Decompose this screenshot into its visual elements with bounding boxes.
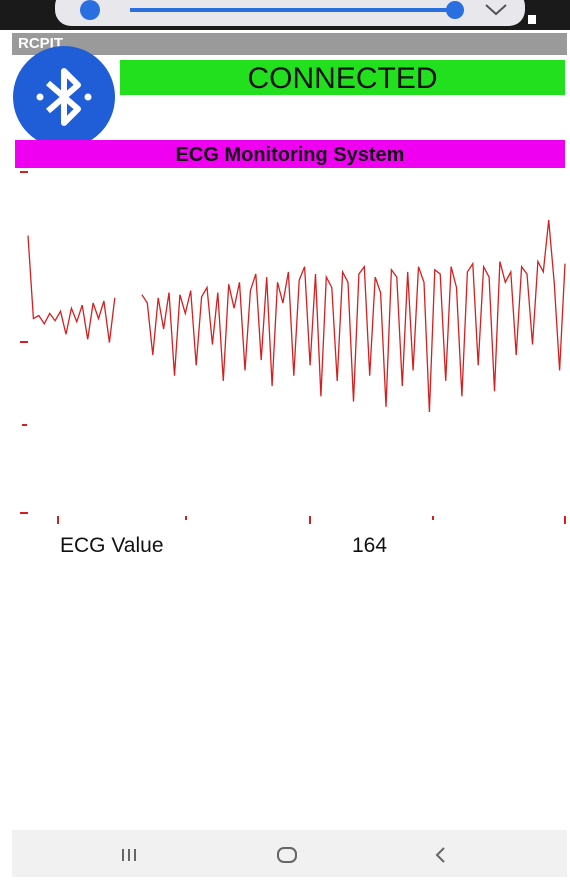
ecg-line: [28, 236, 115, 343]
ecg-line: [142, 220, 565, 412]
ecg-plot: [0, 0, 570, 530]
nav-icons: [12, 830, 567, 877]
ecg-value: 164: [352, 534, 387, 558]
nav-bar: [12, 830, 567, 877]
ecg-value-label: ECG Value: [60, 534, 164, 558]
screen: {"app_bar": {"title": "RCPIT"}, "status"…: [0, 0, 570, 877]
